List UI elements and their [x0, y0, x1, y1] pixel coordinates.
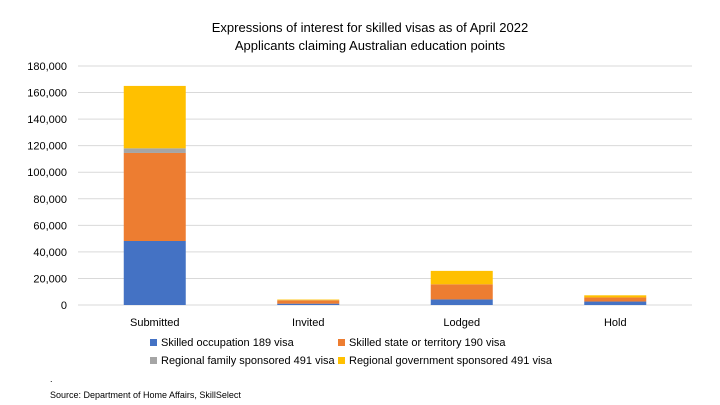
- legend-swatch: [338, 357, 345, 364]
- bar-segment: [430, 284, 493, 300]
- legend-swatch: [338, 339, 345, 346]
- chart-title: Expressions of interest for skilled visa…: [212, 20, 528, 35]
- y-tick-label: 180,000: [27, 61, 67, 73]
- bar-segment: [123, 148, 186, 153]
- source-note: Source: Department of Home Affairs, Skil…: [50, 390, 241, 400]
- y-tick-label: 140,000: [27, 114, 67, 126]
- chart-subtitle: Applicants claiming Australian education…: [235, 38, 506, 53]
- bar-segment: [584, 301, 647, 305]
- bar-segment: [123, 152, 186, 242]
- y-tick-label: 0: [61, 300, 67, 312]
- legend-swatch: [150, 357, 157, 364]
- x-tick-label: Lodged: [443, 317, 480, 329]
- x-tick-label: Invited: [292, 317, 324, 329]
- y-tick-label: 120,000: [27, 141, 67, 153]
- legend-swatch: [150, 339, 157, 346]
- y-tick-label: 40,000: [33, 247, 67, 259]
- legend-label: Regional government sponsored 491 visa: [349, 355, 553, 367]
- y-tick-label: 60,000: [33, 220, 67, 232]
- y-tick-label: 100,000: [27, 167, 67, 179]
- x-tick-label: Submitted: [130, 317, 180, 329]
- legend-label: Regional family sponsored 491 visa: [161, 355, 336, 367]
- bar-segment: [584, 295, 647, 298]
- bar-segment: [584, 297, 647, 302]
- bar-segment: [277, 299, 340, 301]
- y-tick-label: 160,000: [27, 88, 67, 100]
- bar-segment: [277, 303, 340, 305]
- y-tick-label: 20,000: [33, 273, 67, 285]
- bar-segment: [277, 300, 340, 304]
- bar-segment: [430, 270, 493, 285]
- x-tick-label: Hold: [604, 317, 627, 329]
- legend-label: Skilled state or territory 190 visa: [349, 337, 506, 349]
- bar-segment: [123, 241, 186, 305]
- footnote-dot: .: [50, 374, 53, 384]
- bar-segment: [123, 85, 186, 149]
- y-tick-label: 80,000: [33, 194, 67, 206]
- bar-segment: [430, 299, 493, 305]
- legend-label: Skilled occupation 189 visa: [161, 337, 295, 349]
